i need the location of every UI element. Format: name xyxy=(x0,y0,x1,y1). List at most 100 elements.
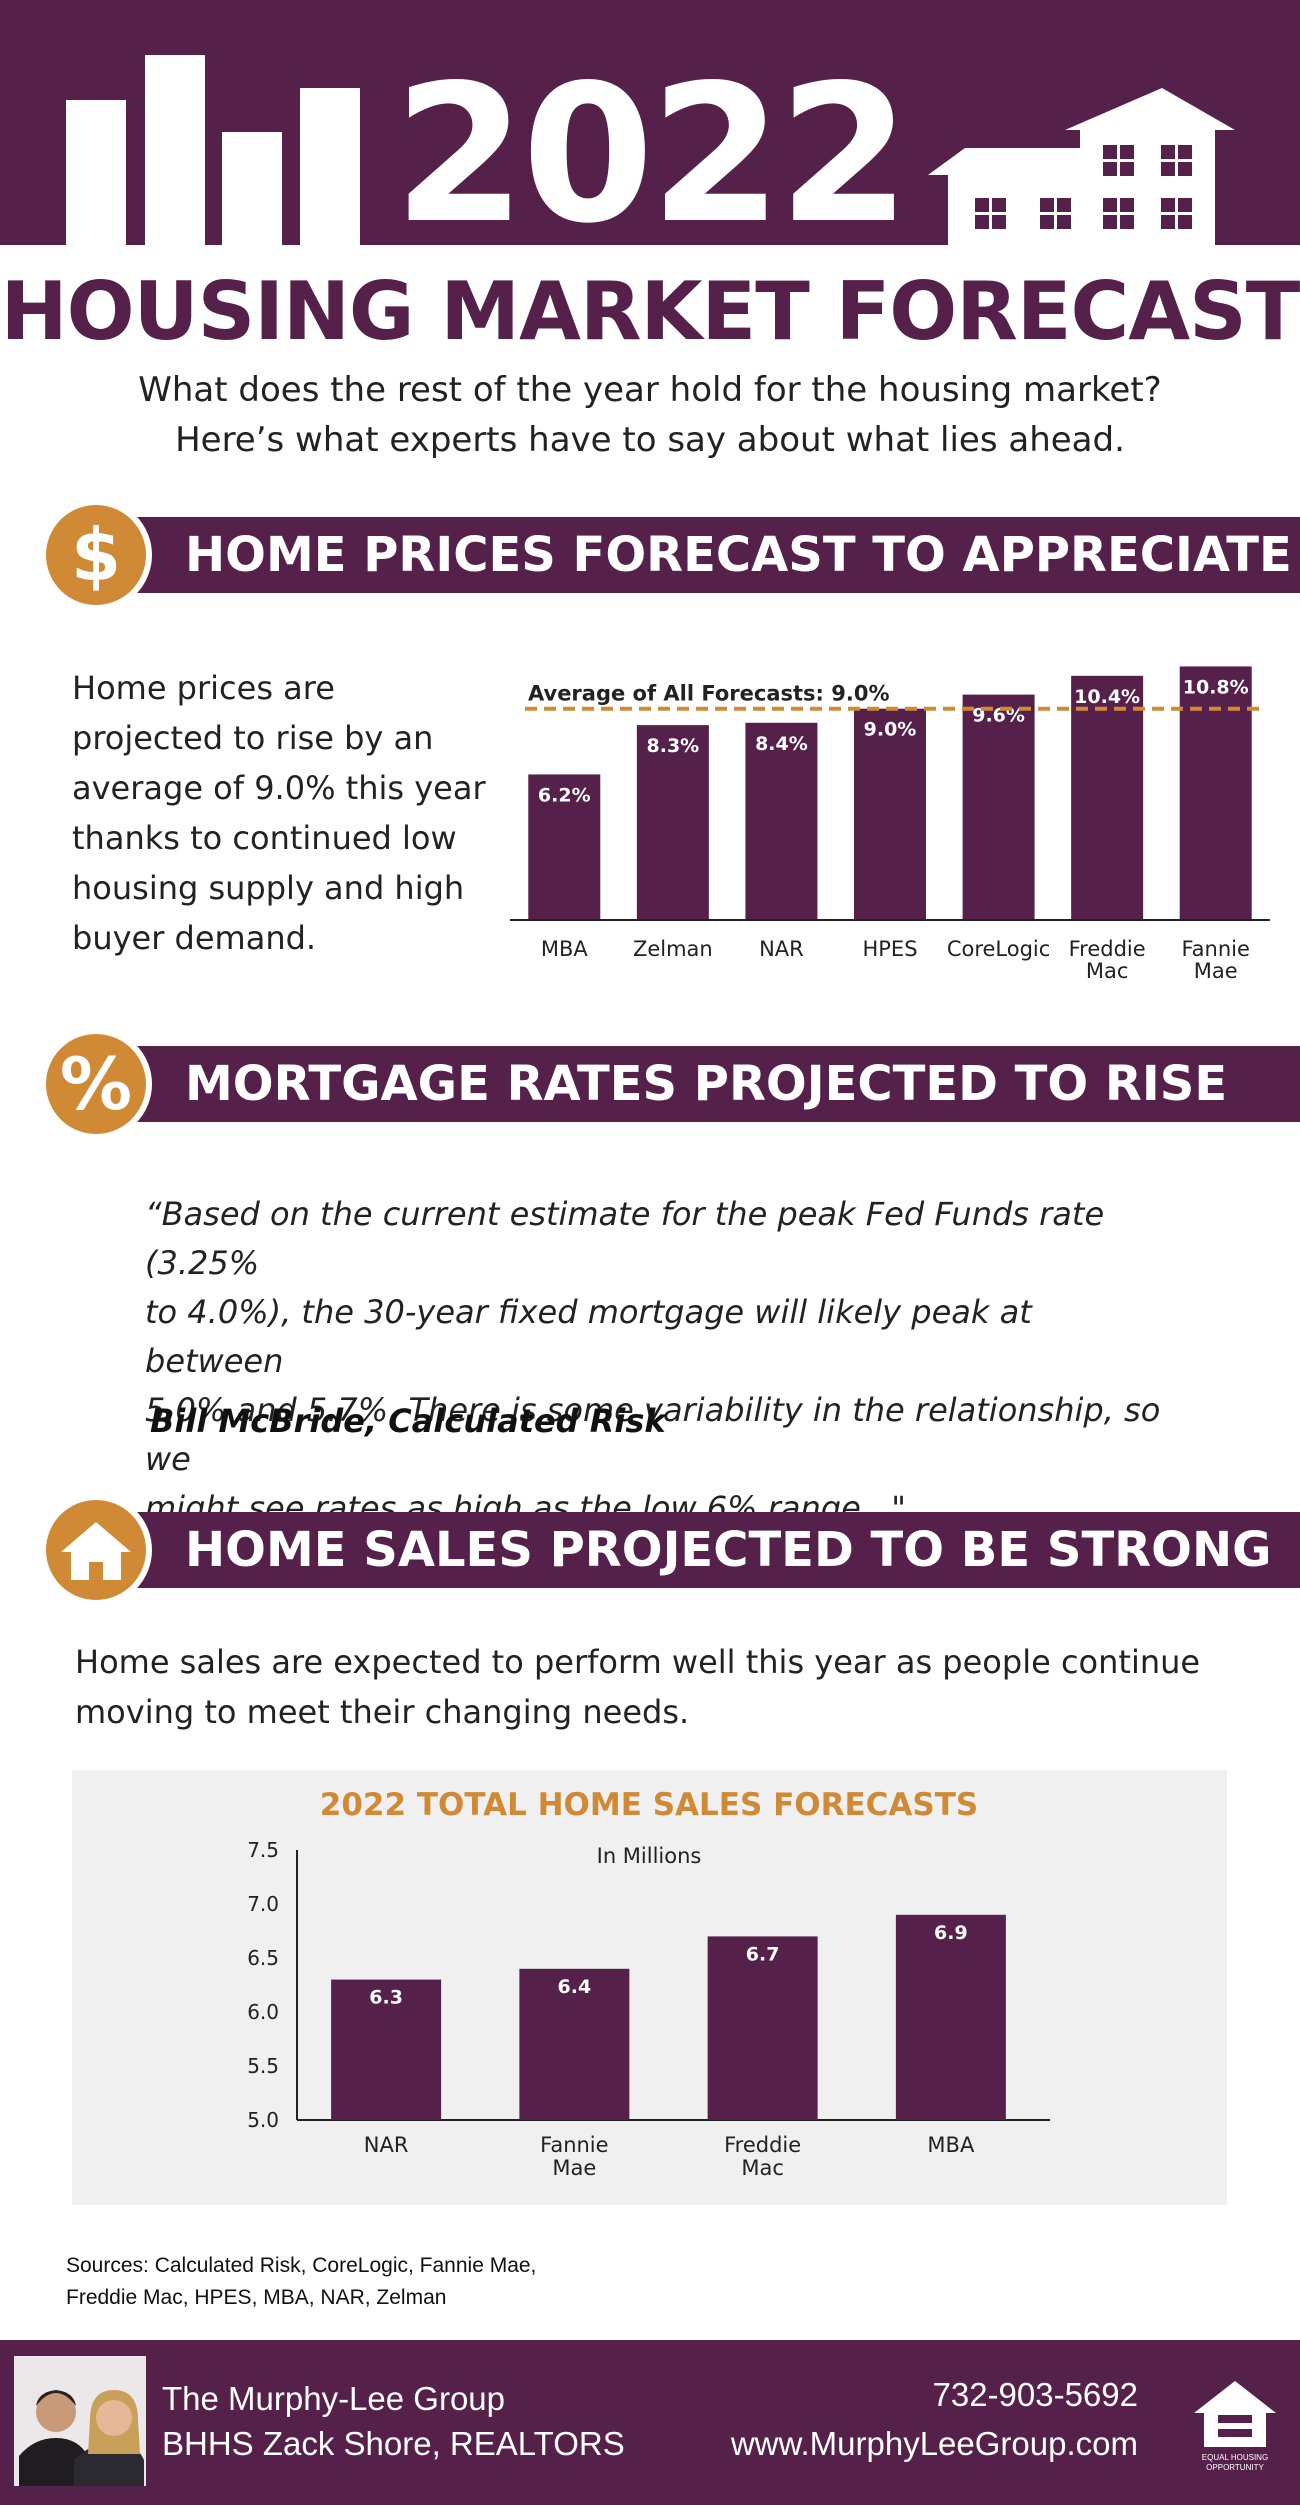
category-label: Mac xyxy=(741,2156,784,2180)
y-tick-label: 5.0 xyxy=(247,2108,279,2132)
bar-value-label: 10.4% xyxy=(1074,686,1140,708)
category-label: Fannie xyxy=(1182,937,1250,961)
sources-line: Sources: Calculated Risk, CoreLogic, Fan… xyxy=(66,2254,537,2277)
quote-line: to 4.0%), the 30-year fixed mortgage wil… xyxy=(145,1293,1032,1380)
home-sales-chart-panel: 2022 TOTAL HOME SALES FORECASTS In Millio… xyxy=(72,1770,1227,2205)
house-icon xyxy=(40,1494,152,1606)
house-roof xyxy=(1065,88,1235,130)
category-label: NAR xyxy=(364,2133,409,2157)
section-bar-home-sales xyxy=(120,1512,1300,1588)
category-label: Fannie xyxy=(540,2133,608,2157)
website-link[interactable]: www.MurphyLeeGroup.com xyxy=(730,2425,1138,2462)
bar-value-label: 6.9 xyxy=(934,1922,968,1944)
chart-bar xyxy=(636,725,709,920)
phone-number[interactable]: 732-903-5692 xyxy=(932,2376,1138,2413)
average-annotation: Average of All Forecasts: 9.0% xyxy=(528,682,890,706)
text-line: projected to rise by an xyxy=(72,719,434,757)
text-line: housing supply and high xyxy=(72,869,465,907)
agents-portrait xyxy=(14,2356,146,2486)
house-icon-glyph xyxy=(61,1522,131,1580)
page-title: HOUSING MARKET FORECAST xyxy=(0,265,1300,358)
section-bar-home-prices xyxy=(120,517,1300,593)
category-label: Mae xyxy=(1194,959,1238,983)
logo-text-line: EQUAL HOUSING xyxy=(1202,2453,1268,2462)
category-label: Zelman xyxy=(633,937,713,961)
sources-note: Sources: Calculated Risk, CoreLogic, Fan… xyxy=(66,2250,536,2314)
chart-bar xyxy=(519,1968,630,2120)
category-label: Mae xyxy=(552,2156,596,2180)
category-label: CoreLogic xyxy=(947,937,1051,961)
bar-value-label: 8.4% xyxy=(755,733,808,755)
bar-value-label: 6.4 xyxy=(558,1976,592,1998)
quote-line: 5.0% and 5.7%. There is some variability… xyxy=(145,1391,1161,1478)
section-title-home-sales: HOME SALES PROJECTED TO BE STRONG xyxy=(185,1522,1272,1578)
house-upper xyxy=(1080,130,1215,245)
text-line: moving to meet their changing needs. xyxy=(75,1693,690,1731)
chart-bar xyxy=(1071,675,1144,920)
footer: The Murphy-Lee Group BHHS Zack Shore, RE… xyxy=(0,2340,1300,2505)
text-line: thanks to continued low xyxy=(72,819,457,857)
y-tick-label: 6.0 xyxy=(247,2000,279,2024)
chart-title: 2022 TOTAL HOME SALES FORECASTS xyxy=(320,1787,978,1823)
chart-bar xyxy=(707,1936,818,2120)
header-banner: 2022 xyxy=(0,0,1300,250)
bar-value-label: 6.3 xyxy=(369,1987,403,2009)
building-bar-4 xyxy=(300,88,360,245)
bar-value-label: 9.0% xyxy=(864,719,917,741)
skyline-house-graphic xyxy=(66,55,1235,245)
year-heading: 2022 xyxy=(393,44,911,265)
brokerage-name: BHHS Zack Shore, REALTORS xyxy=(162,2425,625,2462)
chart-bar xyxy=(962,694,1035,920)
y-tick-label: 7.5 xyxy=(247,1838,279,1862)
building-bar-1 xyxy=(66,100,126,245)
y-tick-label: 7.0 xyxy=(247,1892,279,1916)
category-label: MBA xyxy=(927,2133,975,2157)
text-line: Home prices are xyxy=(72,669,335,707)
subtitle-line: Here’s what experts have to say about wh… xyxy=(175,420,1125,460)
category-label: MBA xyxy=(541,937,589,961)
bar-value-label: 6.2% xyxy=(538,784,591,806)
home-sales-forecast-chart: 2022 TOTAL HOME SALES FORECASTS In Millio… xyxy=(247,1787,1050,2180)
sources-line: Freddie Mac, HPES, MBA, NAR, Zelman xyxy=(66,2286,447,2309)
quote-author: Bill McBride, Calculated Risk xyxy=(150,1402,666,1440)
agent-photo xyxy=(14,2356,146,2486)
chart-bar xyxy=(331,1979,442,2120)
category-label: Freddie xyxy=(724,2133,801,2157)
section-title-home-prices: HOME PRICES FORECAST TO APPRECIATE xyxy=(185,527,1292,583)
y-tick-label: 6.5 xyxy=(247,1946,279,1970)
home-sales-description: Home sales are expected to perform well … xyxy=(75,1637,1225,1737)
text-line: average of 9.0% this year xyxy=(72,769,486,807)
subtitle-line: What does the rest of the year hold for … xyxy=(138,370,1162,410)
y-tick-label: 5.5 xyxy=(247,2054,279,2078)
category-label: HPES xyxy=(862,937,917,961)
category-label: Mac xyxy=(1086,959,1129,983)
category-label: Freddie xyxy=(1069,937,1146,961)
building-bar-2 xyxy=(145,55,205,245)
home-price-forecast-chart: 6.2% MBA 8.3% Zelman 8.4% NAR 9.0% HPES 9.6% Core… xyxy=(510,666,1270,983)
bar-value-label: 9.6% xyxy=(972,705,1025,727)
company-name: The Murphy-Lee Group xyxy=(162,2380,506,2417)
quote-line: “Based on the current estimate for the p… xyxy=(145,1195,1105,1282)
chart-bar xyxy=(528,774,601,920)
text-line: Home sales are expected to perform well … xyxy=(75,1643,1201,1681)
bar-value-label: 8.3% xyxy=(647,735,700,757)
text-line: buyer demand. xyxy=(72,919,317,957)
chart-bar xyxy=(854,708,926,920)
building-bar-3 xyxy=(222,132,282,245)
page-subtitle: What does the rest of the year hold for … xyxy=(0,365,1300,465)
chart-subtitle: In Millions xyxy=(597,1844,702,1868)
chart-bar xyxy=(895,1914,1006,2120)
home-prices-description: Home prices are projected to rise by an … xyxy=(72,663,492,963)
chart-bar xyxy=(745,722,818,920)
section-title-mortgage-rates: MORTGAGE RATES PROJECTED TO RISE xyxy=(185,1056,1228,1112)
logo-text-line: OPPORTUNITY xyxy=(1206,2463,1264,2472)
chart-bar xyxy=(1179,666,1252,920)
section-bar-mortgage-rates xyxy=(120,1046,1300,1122)
percent-icon: % xyxy=(40,1028,152,1140)
equal-housing-logo: EQUAL HOUSING OPPORTUNITY xyxy=(1194,2381,1276,2472)
bar-value-label: 10.8% xyxy=(1183,676,1249,698)
category-label: NAR xyxy=(759,937,804,961)
bar-value-label: 6.7 xyxy=(746,1943,780,1965)
house-left-roof xyxy=(928,148,1085,175)
mortgage-quote: “Based on the current estimate for the p… xyxy=(145,1190,1175,1533)
